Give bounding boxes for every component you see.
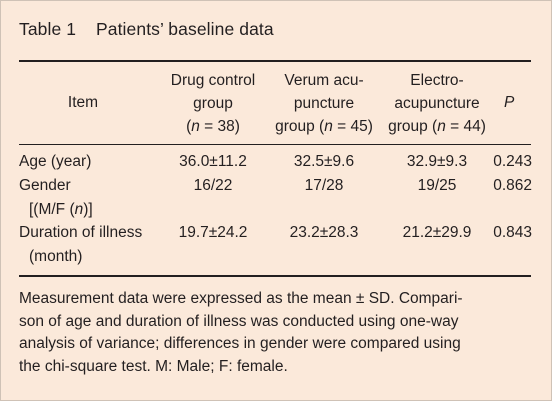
header-rule bbox=[19, 144, 531, 145]
row-gender-p: 0.862 bbox=[493, 177, 532, 194]
header-verum-line1: Verum acu- bbox=[284, 72, 364, 89]
row-age-label: Age (year) bbox=[19, 153, 92, 170]
row-duration-sublabel: (month) bbox=[29, 248, 83, 265]
header-drug-control-n: (n = 38) bbox=[186, 118, 240, 135]
header-electro-n: group (n = 44) bbox=[388, 118, 486, 135]
footnote-line: Measurement data were expressed as the m… bbox=[19, 290, 463, 307]
footnote-line: analysis of variance; differences in gen… bbox=[19, 335, 461, 352]
header-drug-control-line1: Drug control bbox=[170, 72, 256, 89]
header-verum-n: group (n = 45) bbox=[275, 118, 373, 135]
row-gender-drug-control: 16/22 bbox=[193, 177, 233, 194]
row-gender-label: Gender bbox=[19, 177, 71, 194]
row-duration-p: 0.843 bbox=[493, 224, 532, 241]
table-footnote: Measurement data were expressed as the m… bbox=[19, 288, 535, 378]
header-item: Item bbox=[67, 94, 99, 111]
row-duration-label: Duration of illness bbox=[19, 224, 143, 241]
bottom-rule bbox=[19, 275, 531, 277]
row-age-electro: 32.9±9.3 bbox=[406, 153, 468, 170]
header-electro-line1: Electro- bbox=[410, 72, 464, 89]
row-age-p: 0.243 bbox=[493, 153, 532, 170]
footnote-line: the chi-square test. M: Male; F: female. bbox=[19, 357, 288, 375]
header-electro-line2: acupuncture bbox=[394, 95, 480, 112]
table-title: Table 1 Patients’ baseline data bbox=[19, 19, 274, 39]
row-age-verum: 32.5±9.6 bbox=[293, 153, 355, 170]
header-p-value: P bbox=[504, 94, 515, 111]
row-gender-verum: 17/28 bbox=[304, 177, 344, 194]
row-duration-electro: 21.2±29.9 bbox=[402, 224, 472, 241]
row-gender-sublabel: [(M/F (n)] bbox=[29, 201, 93, 218]
row-gender-electro: 19/25 bbox=[417, 177, 457, 194]
footnote-line: son of age and duration of illness was c… bbox=[19, 312, 459, 330]
row-duration-drug-control: 19.7±24.2 bbox=[178, 224, 248, 241]
top-rule bbox=[19, 60, 531, 62]
row-duration-verum: 23.2±28.3 bbox=[289, 224, 359, 241]
row-age-drug-control: 36.0±11.2 bbox=[179, 153, 247, 170]
header-verum-line2: puncture bbox=[293, 95, 355, 112]
header-drug-control-line2: group bbox=[193, 95, 233, 112]
